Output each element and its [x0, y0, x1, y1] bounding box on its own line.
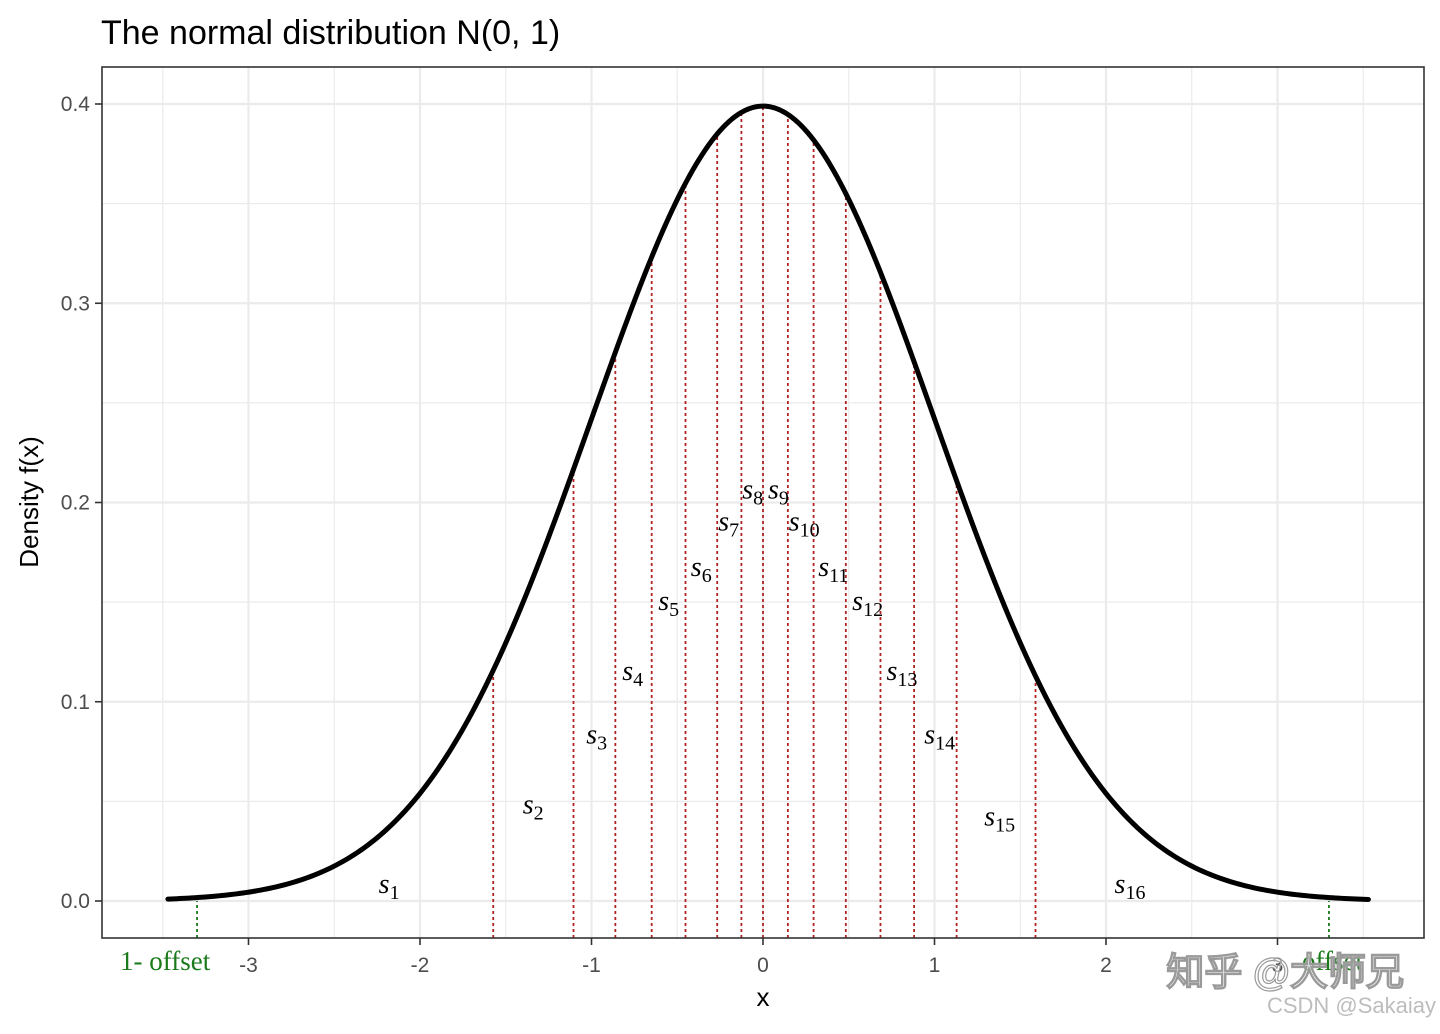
density-curve [165, 103, 1371, 902]
y-tick-label: 0.3 [61, 292, 90, 315]
segment-label: s4 [622, 656, 643, 691]
segment-label: s12 [852, 586, 883, 621]
y-tick-label: 0.1 [61, 691, 90, 714]
density-curve-group [165, 103, 1371, 902]
segment-label: s16 [1115, 869, 1146, 904]
zhihu-watermark: 知乎 @大师兄 [1166, 952, 1404, 994]
x-axis-label: x [757, 982, 770, 1012]
segment-label: s15 [984, 801, 1015, 836]
segment-label: s5 [658, 586, 679, 621]
segment-label: s11 [818, 552, 848, 587]
segment-label: s13 [886, 656, 917, 691]
offset-labels: 1- offset offset [120, 946, 1363, 976]
x-tick-label: 2 [1100, 954, 1112, 977]
segment-label: s2 [523, 789, 544, 824]
y-axis-label: Density f(x) [14, 436, 44, 567]
segment-label: s7 [718, 506, 739, 541]
offset-lines [196, 901, 1330, 938]
x-tick-label: -2 [411, 954, 430, 977]
segment-label: s1 [379, 869, 400, 904]
y-tick-label: 0.4 [61, 93, 91, 116]
axes: -3 -2 -1 0 1 2 3 0.0 0.1 0.2 0.3 0.4 [61, 66, 1425, 977]
offset-label-right: offset [1302, 946, 1363, 976]
x-tick-label: -3 [239, 954, 258, 977]
segment-label: s14 [924, 720, 955, 755]
chart-title: The normal distribution N(0, 1) [101, 14, 560, 52]
segment-label: s8 [742, 475, 763, 510]
x-tick-label: -1 [582, 954, 601, 977]
segment-label: s10 [789, 506, 820, 541]
x-tick-label: 0 [757, 954, 769, 977]
offset-label-left: 1- offset [120, 946, 211, 976]
y-tick-label: 0.2 [61, 492, 90, 515]
segment-label: s3 [586, 720, 607, 755]
segment-label: s6 [691, 552, 712, 587]
segment-label: s9 [768, 475, 789, 510]
partition-lines [492, 106, 1037, 938]
csdn-watermark: CSDN @Sakaiay [1267, 993, 1436, 1018]
grid [102, 67, 1424, 938]
x-tick-label: 3 [1272, 954, 1284, 977]
y-tick-label: 0.0 [61, 890, 90, 913]
x-tick-label: 1 [929, 954, 941, 977]
